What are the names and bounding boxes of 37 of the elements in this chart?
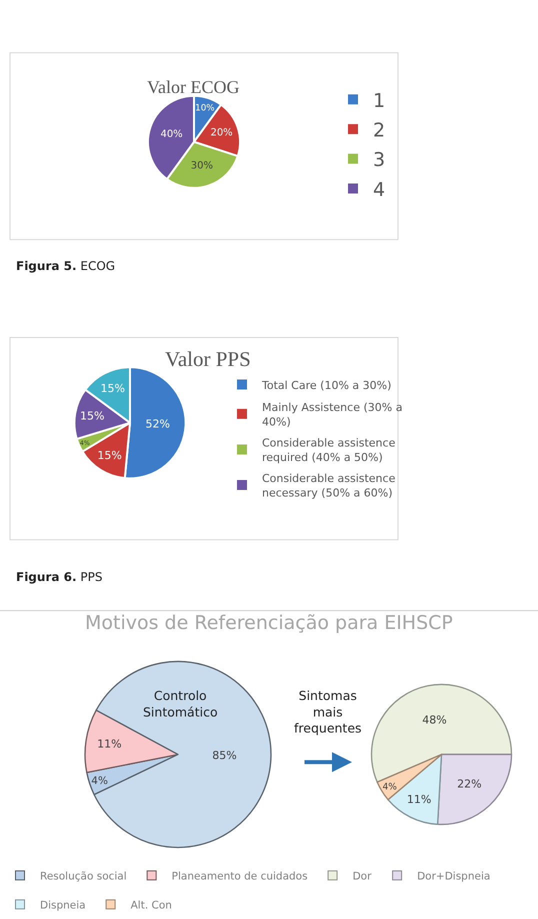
data-label: 4%: [91, 774, 108, 787]
data-label: 40%: [160, 129, 183, 140]
data-label: 30%: [190, 160, 213, 172]
data-label: 20%: [210, 127, 233, 138]
data-label: 22%: [457, 777, 482, 790]
data-label: 48%: [422, 714, 447, 727]
text: Figura 5. ECOG: [16, 259, 116, 273]
legend-label: Dor+Dispneia: [417, 870, 490, 882]
data-label: 15%: [100, 382, 125, 396]
legend-label: 4: [373, 178, 386, 201]
legend-label: 3: [373, 149, 386, 172]
text: Sintomas mais frequentes: [294, 688, 362, 736]
legend-label: Mainly Assistence (30% a 40%): [262, 400, 402, 428]
legend-label: 1: [373, 90, 386, 112]
data-label: 10%: [195, 104, 215, 114]
text: Figura 6. PPS: [16, 570, 102, 584]
legend-label: Alt. Con: [130, 899, 172, 912]
data-label: 15%: [97, 448, 122, 462]
chart-title: Motivos de Referenciação para EIHSCP: [85, 612, 453, 634]
legend-label: Planeamento de cuidados: [172, 870, 308, 882]
legend-label: Resolução social: [40, 870, 127, 882]
pie-slice: [436, 754, 512, 825]
legend-label: Considerable assistence necessary (50% a 60%): [262, 472, 396, 500]
legend-label: Dispneia: [40, 899, 86, 912]
text: Controlo Sintomático: [143, 688, 218, 720]
legend-label: Total Care (10% a 30%): [261, 378, 392, 392]
data-label: 52%: [146, 418, 170, 431]
legend-label: 2: [373, 119, 386, 142]
data-label: 11%: [406, 792, 432, 806]
data-label: 15%: [80, 410, 104, 423]
legend-label: Considerable assistence required (40% a 50%): [262, 436, 396, 464]
data-label: 11%: [97, 738, 122, 751]
data-label: 4%: [382, 782, 398, 792]
data-label: 85%: [212, 749, 237, 762]
chart-title: Valor PPS: [165, 347, 251, 371]
legend-label: Dor: [352, 870, 372, 882]
chart-title: Valor ECOG: [147, 77, 240, 97]
